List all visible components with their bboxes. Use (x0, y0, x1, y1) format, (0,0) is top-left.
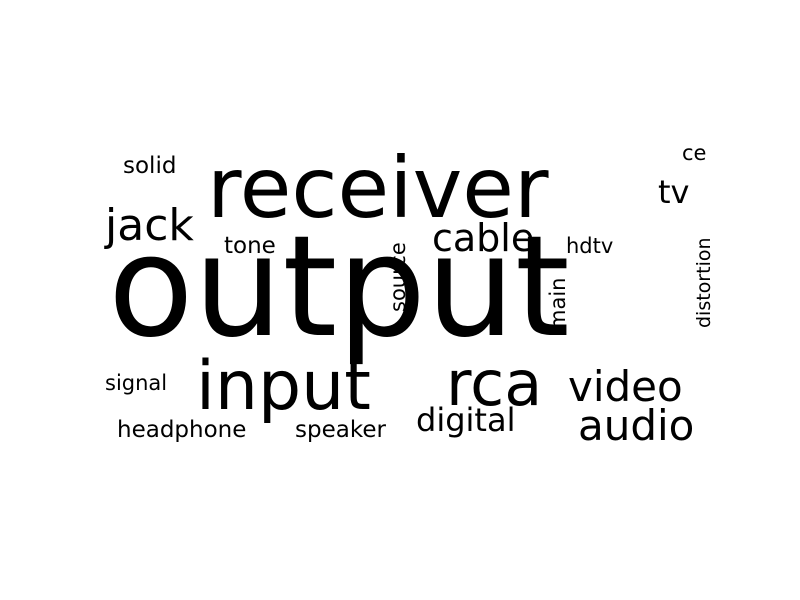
word-main: main (546, 277, 570, 330)
word-rca: rca (446, 347, 543, 420)
word-distortion: distortion (693, 237, 715, 328)
word-audio: audio (578, 401, 695, 450)
word-headphone: headphone (117, 417, 247, 443)
word-digital: digital (416, 401, 516, 439)
word-ce: ce (682, 141, 707, 165)
word-jack: jack (105, 200, 194, 251)
word-source: source (386, 242, 410, 312)
word-hdtv: hdtv (566, 234, 614, 258)
word-solid: solid (123, 153, 177, 179)
word-tv: tv (658, 173, 690, 211)
word-output: output (108, 206, 570, 369)
word-receiver: receiver (207, 139, 549, 237)
word-cable: cable (432, 216, 535, 260)
word-speaker: speaker (295, 417, 386, 443)
word-video: video (568, 362, 683, 411)
word-tone: tone (224, 233, 276, 259)
word-input: input (196, 347, 371, 426)
word-signal: signal (105, 371, 168, 395)
